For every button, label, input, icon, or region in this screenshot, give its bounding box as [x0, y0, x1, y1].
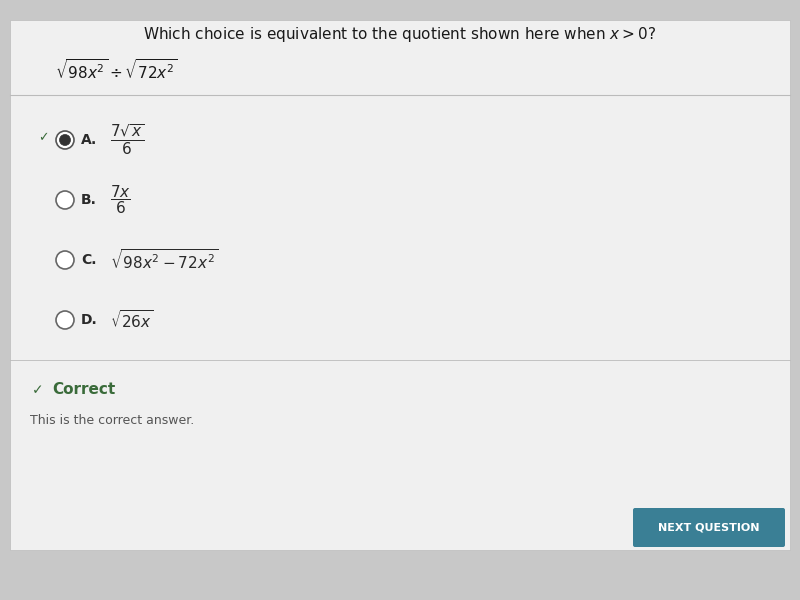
Text: $\sqrt{26x}$: $\sqrt{26x}$	[110, 309, 154, 331]
Text: Correct: Correct	[52, 383, 115, 397]
Text: $\dfrac{7x}{6}$: $\dfrac{7x}{6}$	[110, 184, 131, 217]
Text: ✓: ✓	[32, 383, 44, 397]
Circle shape	[56, 191, 74, 209]
Text: NEXT QUESTION: NEXT QUESTION	[658, 522, 760, 532]
Text: B.: B.	[81, 193, 97, 207]
Circle shape	[56, 311, 74, 329]
Text: Which choice is equivalent to the quotient shown here when $x > 0$?: Which choice is equivalent to the quotie…	[143, 25, 657, 44]
Circle shape	[56, 131, 74, 149]
Text: $\dfrac{7\sqrt{x}}{6}$: $\dfrac{7\sqrt{x}}{6}$	[110, 122, 144, 157]
Text: This is the correct answer.: This is the correct answer.	[30, 413, 194, 427]
Text: D.: D.	[81, 313, 98, 327]
Circle shape	[59, 134, 70, 145]
Text: C.: C.	[81, 253, 97, 267]
Text: ✓: ✓	[38, 131, 48, 145]
FancyBboxPatch shape	[633, 508, 785, 547]
FancyBboxPatch shape	[10, 20, 790, 550]
Text: $\sqrt{98x^2} \div \sqrt{72x^2}$: $\sqrt{98x^2} \div \sqrt{72x^2}$	[55, 58, 178, 82]
Circle shape	[56, 251, 74, 269]
Text: A.: A.	[81, 133, 98, 147]
Text: $\sqrt{98x^2 - 72x^2}$: $\sqrt{98x^2 - 72x^2}$	[110, 248, 218, 272]
